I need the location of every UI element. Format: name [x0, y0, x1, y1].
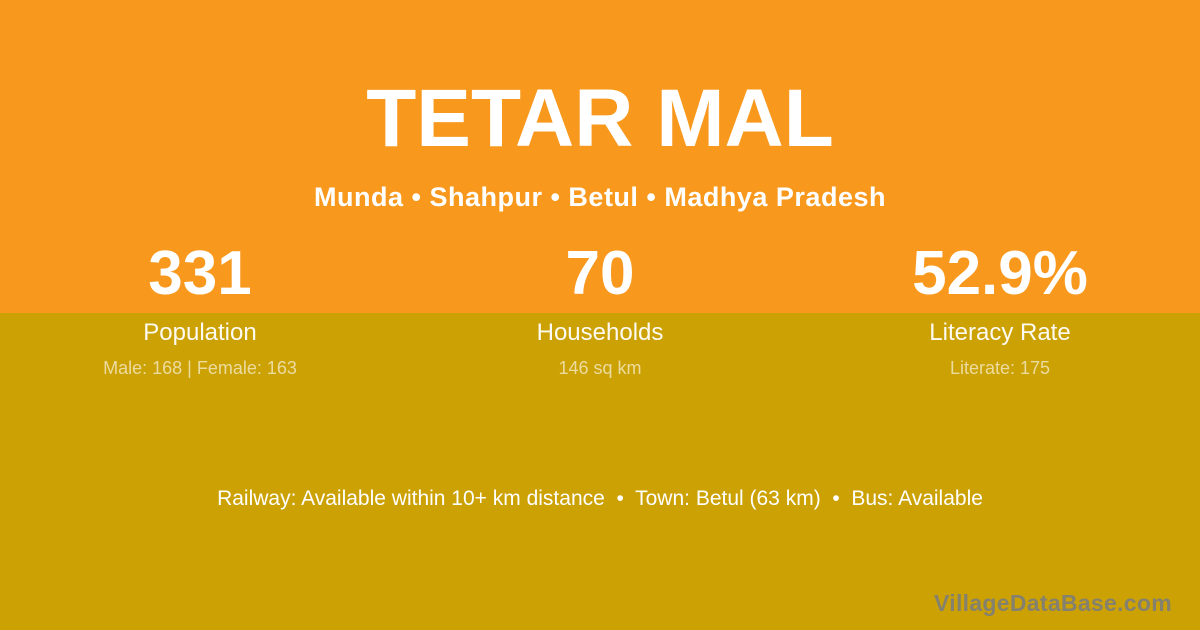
bottom-gold-band	[0, 313, 1200, 630]
population-label: Population	[143, 319, 257, 346]
stats-row: 331 Population Male: 168 | Female: 163 7…	[0, 243, 1200, 379]
households-value: 70	[565, 239, 635, 308]
top-orange-band	[0, 0, 1200, 313]
literacy-rate-value: 52.9%	[912, 239, 1088, 308]
watermark-villagedatabase: VillageDataBase.com	[934, 590, 1172, 616]
population-value: 331	[148, 239, 252, 308]
village-title: TETAR MAL	[366, 73, 834, 164]
literacy-rate-detail: Literate: 175	[949, 357, 1051, 378]
households-label: Households	[536, 319, 664, 346]
households-detail: 146 sq km	[558, 357, 642, 378]
stat-population: 331 Population Male: 168 | Female: 163	[0, 243, 400, 379]
stat-literacy-rate: 52.9% Literacy Rate Literate: 175	[800, 243, 1200, 379]
amenities-summary: Railway: Available within 10+ km distanc…	[217, 487, 983, 510]
stat-households: 70 Households 146 sq km	[400, 243, 800, 379]
population-detail: Male: 168 | Female: 163	[103, 357, 297, 378]
breadcrumb: Munda • Shahpur • Betul • Madhya Pradesh	[314, 182, 886, 212]
literacy-rate-label: Literacy Rate	[929, 319, 1071, 346]
